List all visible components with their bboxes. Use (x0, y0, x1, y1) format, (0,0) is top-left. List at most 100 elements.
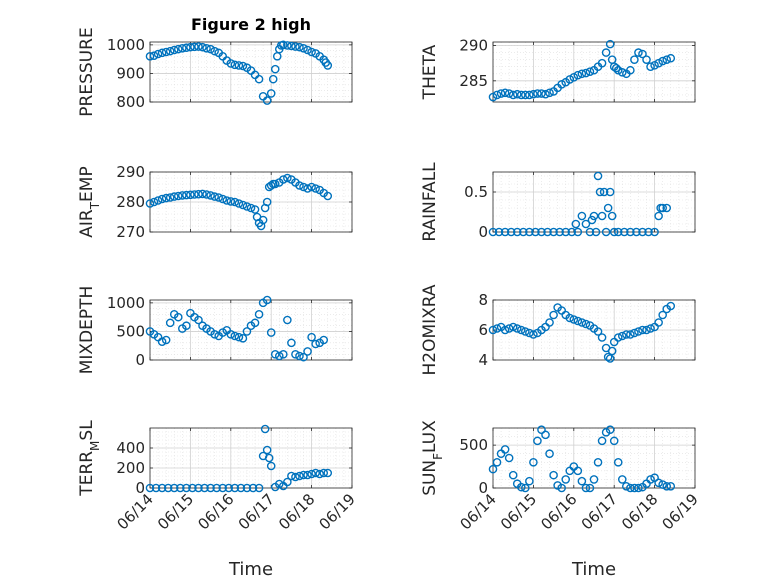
x-tick-label: 06/16 (194, 490, 237, 533)
data-point (504, 89, 514, 98)
data-point (545, 449, 554, 459)
data-point (543, 227, 552, 237)
y-axis-label: THETA (420, 44, 440, 100)
data-point (626, 483, 635, 493)
data-point (488, 464, 498, 474)
data-point (654, 58, 663, 68)
data-point (230, 331, 240, 341)
data-point (161, 193, 171, 203)
data-point (525, 227, 534, 237)
data-point (248, 483, 258, 493)
data-point (622, 481, 631, 491)
data-point (182, 190, 191, 200)
data-point (650, 60, 659, 70)
data-point (311, 468, 320, 478)
data-point (262, 295, 272, 305)
series-markers (145, 40, 333, 105)
data-point (262, 445, 272, 455)
data-point (268, 74, 278, 84)
data-point (307, 469, 316, 479)
data-point (238, 200, 248, 210)
plot-area (150, 428, 352, 488)
data-point (529, 89, 538, 99)
data-point (549, 227, 558, 237)
data-point (593, 457, 603, 467)
y-axis-label-subscript: F (431, 453, 445, 460)
data-point (274, 479, 284, 489)
data-point (609, 436, 619, 446)
x-tick-label: 06/17 (235, 490, 278, 533)
data-point (226, 197, 236, 206)
data-point (603, 352, 613, 362)
data-point (512, 324, 522, 333)
data-point (557, 80, 566, 89)
data-point (577, 211, 587, 221)
data-point (315, 469, 324, 479)
panel-mixdepth: 0 500 1000 MIXDEPTH (77, 286, 353, 375)
data-point (613, 227, 623, 237)
data-point (658, 480, 667, 489)
data-point (157, 337, 167, 347)
series-markers (488, 301, 676, 363)
data-point (299, 352, 308, 362)
data-point (622, 330, 631, 339)
data-point (577, 476, 587, 486)
data-point (638, 49, 647, 59)
data-point (506, 227, 516, 237)
data-point (295, 351, 304, 361)
data-point (165, 46, 175, 56)
data-point (508, 90, 518, 100)
data-point (291, 42, 300, 51)
data-point (230, 197, 240, 207)
y-tick-label: 290 (116, 163, 145, 181)
data-point (186, 190, 195, 200)
data-point (169, 483, 179, 493)
data-point (508, 322, 518, 332)
data-point (591, 227, 601, 237)
data-point (165, 193, 175, 202)
x-axis-label-left: Time (228, 559, 273, 580)
data-point (230, 483, 240, 493)
data-point (218, 483, 228, 493)
data-point (500, 445, 510, 454)
data-point (601, 227, 611, 237)
data-point (194, 42, 203, 51)
y-tick-label: 800 (116, 93, 145, 111)
y-tick-label: 0 (478, 223, 488, 241)
data-point (214, 193, 223, 202)
data-point (632, 227, 641, 237)
y-tick-label: 900 (116, 64, 145, 82)
data-point (258, 215, 268, 225)
data-point (153, 196, 163, 205)
data-point (508, 470, 518, 480)
data-point (642, 325, 651, 335)
y-axis-label-part: SL (77, 420, 97, 441)
data-point (662, 55, 672, 64)
y-tick-label: 400 (116, 439, 145, 457)
data-point (238, 61, 248, 71)
series-markers (488, 425, 676, 493)
data-point (613, 333, 623, 342)
data-point (270, 179, 280, 189)
y-axis-label: MIXDEPTH (77, 286, 97, 375)
data-point (157, 483, 167, 493)
data-point (266, 89, 276, 98)
data-point (299, 43, 308, 53)
y-tick-label: 8 (478, 291, 488, 309)
major-grid (493, 42, 695, 102)
data-point (212, 483, 221, 493)
data-point (613, 65, 623, 75)
data-point (512, 227, 522, 237)
panel-sun-flux: 050006/1406/1506/1606/1706/1806/19SUNFLU… (420, 420, 702, 534)
panel-h2omixra: 4 6 8 H2OMIXRA (420, 284, 696, 376)
panel-air-temp: 270 280 290 AIRTEMP (77, 163, 353, 241)
data-point (597, 436, 607, 446)
data-point (537, 227, 546, 237)
series-markers (488, 171, 672, 237)
data-point (190, 190, 199, 199)
data-point (634, 483, 643, 493)
data-point (573, 227, 583, 237)
data-point (149, 51, 159, 61)
y-tick-label: 1000 (107, 294, 145, 312)
data-point (529, 457, 538, 467)
